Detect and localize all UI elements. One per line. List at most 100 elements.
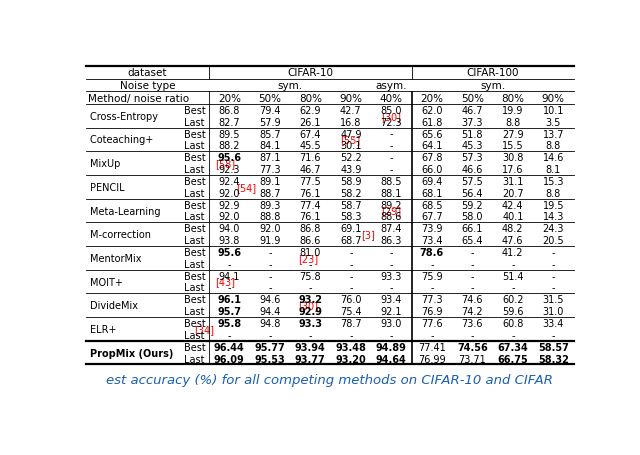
Text: -: - — [268, 283, 271, 293]
Text: DivideMix: DivideMix — [90, 301, 141, 311]
Text: 92.0: 92.0 — [259, 224, 280, 234]
Text: Best: Best — [184, 318, 205, 329]
Text: 77.5: 77.5 — [300, 177, 321, 187]
Text: Cross-Entropy: Cross-Entropy — [90, 111, 161, 121]
Text: 95.53: 95.53 — [255, 354, 285, 364]
Text: 77.3: 77.3 — [259, 165, 281, 175]
Text: -: - — [430, 259, 433, 269]
Text: -: - — [390, 129, 393, 139]
Text: [55]: [55] — [340, 135, 360, 145]
Text: -: - — [268, 259, 271, 269]
Text: -: - — [268, 248, 271, 258]
Text: [3]: [3] — [361, 230, 374, 240]
Text: 92.1: 92.1 — [381, 307, 402, 317]
Text: ELR+: ELR+ — [90, 324, 120, 334]
Text: 8.8: 8.8 — [546, 188, 561, 198]
Text: 93.20: 93.20 — [335, 354, 366, 364]
Text: 93.3: 93.3 — [298, 318, 323, 329]
Text: -: - — [390, 141, 393, 151]
Text: 30.1: 30.1 — [340, 141, 362, 151]
Text: 42.7: 42.7 — [340, 106, 362, 116]
Text: Last: Last — [184, 354, 205, 364]
Text: 95.8: 95.8 — [217, 318, 241, 329]
Text: 88.7: 88.7 — [259, 188, 280, 198]
Text: 45.3: 45.3 — [461, 141, 483, 151]
Text: [30]: [30] — [298, 301, 318, 311]
Text: -: - — [470, 330, 474, 340]
Text: Last: Last — [184, 188, 205, 198]
Text: 62.0: 62.0 — [421, 106, 442, 116]
Text: [29]: [29] — [381, 206, 402, 216]
Text: 95.6: 95.6 — [218, 153, 241, 163]
Text: 48.2: 48.2 — [502, 224, 524, 234]
Text: 89.3: 89.3 — [259, 200, 280, 210]
Text: 14.3: 14.3 — [543, 212, 564, 222]
Text: 73.6: 73.6 — [461, 318, 483, 329]
Text: 92.0: 92.0 — [219, 212, 240, 222]
Text: 75.8: 75.8 — [300, 271, 321, 281]
Text: -: - — [390, 259, 393, 269]
Text: Best: Best — [184, 271, 205, 281]
Text: 20.5: 20.5 — [543, 236, 564, 246]
Text: 76.99: 76.99 — [418, 354, 445, 364]
Text: 56.4: 56.4 — [461, 188, 483, 198]
Text: 93.94: 93.94 — [295, 342, 326, 352]
Text: 77.41: 77.41 — [418, 342, 445, 352]
Text: 13.7: 13.7 — [543, 129, 564, 139]
Text: 76.0: 76.0 — [340, 295, 362, 305]
Text: 20%: 20% — [420, 93, 444, 103]
Text: Best: Best — [184, 129, 205, 139]
Text: -: - — [349, 330, 353, 340]
Text: 94.8: 94.8 — [259, 318, 280, 329]
Text: 66.1: 66.1 — [461, 224, 483, 234]
Text: -: - — [390, 330, 393, 340]
Text: 94.1: 94.1 — [219, 271, 240, 281]
Text: 74.56: 74.56 — [457, 342, 488, 352]
Text: 20.7: 20.7 — [502, 188, 524, 198]
Text: 31.0: 31.0 — [543, 307, 564, 317]
Text: 76.1: 76.1 — [300, 212, 321, 222]
Text: -: - — [349, 271, 353, 281]
Text: 57.5: 57.5 — [461, 177, 483, 187]
Text: -: - — [268, 271, 271, 281]
Text: 50%: 50% — [461, 93, 484, 103]
Text: 16.8: 16.8 — [340, 117, 362, 127]
Text: -: - — [552, 271, 555, 281]
Text: 46.7: 46.7 — [300, 165, 321, 175]
Text: Best: Best — [184, 248, 205, 258]
Text: 85.7: 85.7 — [259, 129, 281, 139]
Text: 41.2: 41.2 — [502, 248, 524, 258]
Text: 66.75: 66.75 — [497, 354, 528, 364]
Text: 77.3: 77.3 — [421, 295, 443, 305]
Text: 84.1: 84.1 — [259, 141, 280, 151]
Text: 3.5: 3.5 — [545, 117, 561, 127]
Text: [34]: [34] — [194, 324, 214, 334]
Text: -: - — [552, 283, 555, 293]
Text: 57.3: 57.3 — [461, 153, 483, 163]
Text: -: - — [470, 259, 474, 269]
Text: 19.5: 19.5 — [543, 200, 564, 210]
Text: 61.8: 61.8 — [421, 117, 442, 127]
Text: 77.4: 77.4 — [300, 200, 321, 210]
Text: Best: Best — [184, 106, 205, 116]
Text: [23]: [23] — [298, 253, 318, 263]
Text: 88.1: 88.1 — [381, 188, 402, 198]
Text: 89.1: 89.1 — [259, 177, 280, 187]
Text: 60.2: 60.2 — [502, 295, 524, 305]
Text: 95.77: 95.77 — [255, 342, 285, 352]
Text: 92.0: 92.0 — [219, 188, 240, 198]
Text: 15.5: 15.5 — [502, 141, 524, 151]
Text: Last: Last — [184, 117, 205, 127]
Text: 46.6: 46.6 — [461, 165, 483, 175]
Text: Last: Last — [184, 236, 205, 246]
Text: 47.6: 47.6 — [502, 236, 524, 246]
Text: PropMix (Ours): PropMix (Ours) — [90, 348, 173, 358]
Text: 58.7: 58.7 — [340, 200, 362, 210]
Text: 85.0: 85.0 — [381, 106, 402, 116]
Text: Best: Best — [184, 224, 205, 234]
Text: 51.4: 51.4 — [502, 271, 524, 281]
Text: MOIT+: MOIT+ — [90, 277, 126, 287]
Text: 50%: 50% — [259, 93, 282, 103]
Text: 15.3: 15.3 — [543, 177, 564, 187]
Text: 93.8: 93.8 — [219, 236, 240, 246]
